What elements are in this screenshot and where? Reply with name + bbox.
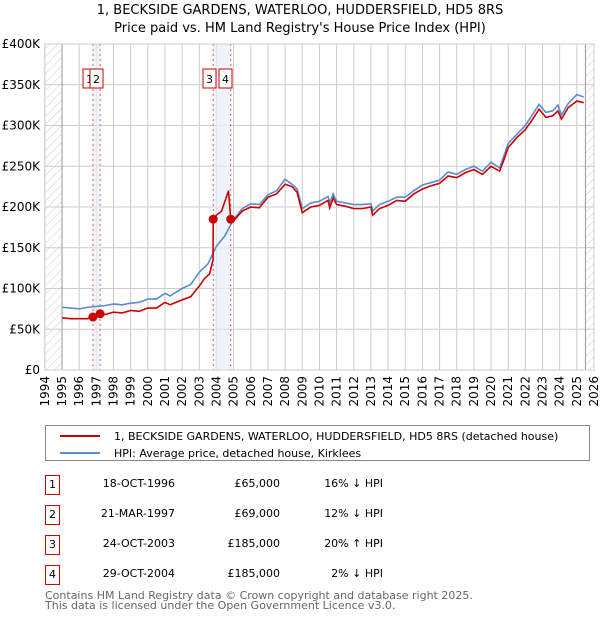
- footer: Contains HM Land Registry data © Crown c…: [45, 589, 473, 612]
- transaction-row: 4 29-OCT-2004 £185,000 2% ↓ HPI: [45, 565, 445, 585]
- legend-blue-line: [60, 452, 100, 454]
- x-tick-label: 2014: [381, 376, 395, 407]
- sale-point: [226, 214, 236, 224]
- transaction-hpi-diff: 16% ↓ HPI: [324, 477, 383, 490]
- property-price-line: [61, 100, 584, 320]
- sale-period-band: [213, 44, 231, 370]
- x-tick-label: 1995: [55, 376, 69, 407]
- y-tick-label: £250K: [2, 159, 42, 173]
- transaction-hpi-diff: 2% ↓ HPI: [331, 567, 383, 580]
- x-tick-label: 2004: [209, 376, 223, 407]
- x-tick-label: 2025: [570, 376, 584, 407]
- y-tick-label: £200K: [2, 200, 42, 214]
- transaction-price: £185,000: [227, 537, 281, 550]
- sale-label: 3: [206, 73, 213, 86]
- legend-red-line: [60, 435, 100, 437]
- legend: 1, BECKSIDE GARDENS, WATERLOO, HUDDERSFI…: [45, 425, 590, 461]
- y-tick-label: £100K: [2, 282, 42, 296]
- chart-title: 1, BECKSIDE GARDENS, WATERLOO, HUDDERSFI…: [0, 2, 600, 38]
- transaction-number: 4: [45, 565, 60, 585]
- transaction-number: 1: [45, 475, 60, 495]
- transaction-row: 2 21-MAR-1997 £69,000 12% ↓ HPI: [45, 505, 445, 525]
- plot-border: [44, 43, 595, 371]
- sale-label-box: [218, 68, 233, 89]
- x-tick-label: 2018: [450, 376, 464, 407]
- x-tick-label: 2012: [347, 376, 361, 407]
- transaction-row: 1 18-OCT-1996 £65,000 16% ↓ HPI: [45, 475, 445, 495]
- transaction-number: 2: [45, 505, 60, 525]
- x-tick-label: 2022: [518, 376, 532, 407]
- y-tick-label: £0: [25, 363, 40, 377]
- sale-label: 2: [93, 73, 100, 86]
- transaction-number: 3: [45, 535, 60, 555]
- x-tick-label: 1994: [38, 376, 52, 407]
- x-tick-label: 2007: [261, 376, 275, 407]
- x-tick-label: 2011: [330, 376, 344, 407]
- transaction-date: 21-MAR-1997: [100, 507, 175, 520]
- transaction-row: 3 24-OCT-2003 £185,000 20% ↑ HPI: [45, 535, 445, 555]
- x-tick-label: 2015: [398, 376, 412, 407]
- y-tick-label: £50K: [9, 322, 41, 336]
- transaction-date: 24-OCT-2003: [102, 537, 175, 550]
- y-tick-label: £350K: [2, 78, 42, 92]
- subtitle: Price paid vs. HM Land Registry's House …: [114, 21, 486, 36]
- x-tick-label: 1999: [124, 376, 138, 407]
- legend-property: 1, BECKSIDE GARDENS, WATERLOO, HUDDERSFI…: [114, 429, 559, 443]
- x-tick-label: 2024: [553, 376, 567, 407]
- y-tick-label: £300K: [2, 119, 42, 133]
- sale-period-band: [92, 44, 101, 370]
- transaction-hpi-diff: 20% ↑ HPI: [324, 537, 383, 550]
- hpi-line: [61, 93, 584, 310]
- transaction-price: £65,000: [234, 477, 281, 490]
- x-tick-label: 2009: [295, 376, 309, 407]
- price-chart: 1234£0£50K£100K£150K£200K£250K£300K£350K…: [2, 37, 600, 407]
- title: 1, BECKSIDE GARDENS, WATERLOO, HUDDERSFI…: [96, 3, 504, 18]
- sale-label-box: [89, 68, 104, 89]
- sale-point: [208, 214, 218, 224]
- sale-point: [95, 309, 105, 319]
- transaction-date: 18-OCT-1996: [102, 477, 175, 490]
- x-tick-label: 2023: [536, 376, 550, 407]
- x-tick-label: 2010: [312, 376, 326, 407]
- x-tick-label: 2002: [175, 376, 189, 407]
- footer-line2: This data is licensed under the Open Gov…: [45, 599, 396, 612]
- x-tick-label: 2005: [227, 376, 241, 407]
- x-tick-label: 1998: [107, 376, 121, 407]
- x-tick-label: 1997: [89, 376, 103, 407]
- sale-label: 4: [222, 73, 229, 86]
- x-tick-label: 2026: [587, 376, 600, 407]
- x-tick-label: 1996: [72, 376, 86, 407]
- x-tick-label: 2020: [484, 376, 498, 407]
- x-tick-label: 2001: [158, 376, 172, 407]
- legend-hpi: HPI: Average price, detached house, Kirk…: [114, 446, 362, 460]
- footer-line1: Contains HM Land Registry data © Crown c…: [45, 589, 473, 602]
- x-tick-label: 2013: [364, 376, 378, 407]
- y-tick-label: £150K: [2, 241, 42, 255]
- transaction-date: 29-OCT-2004: [102, 567, 175, 580]
- sale-label-box: [202, 68, 217, 89]
- x-tick-label: 2017: [433, 376, 447, 407]
- x-tick-label: 2006: [244, 376, 258, 407]
- sale-point: [88, 312, 98, 322]
- x-tick-label: 2000: [141, 376, 155, 407]
- x-tick-label: 2019: [467, 376, 481, 407]
- x-tick-label: 2008: [278, 376, 292, 407]
- transaction-price: £185,000: [227, 567, 281, 580]
- x-tick-label: 2003: [192, 376, 206, 407]
- transaction-hpi-diff: 12% ↓ HPI: [324, 507, 383, 520]
- y-tick-label: £400K: [2, 37, 42, 51]
- transaction-price: £69,000: [234, 507, 281, 520]
- x-tick-label: 2021: [501, 376, 515, 407]
- x-tick-label: 2016: [415, 376, 429, 407]
